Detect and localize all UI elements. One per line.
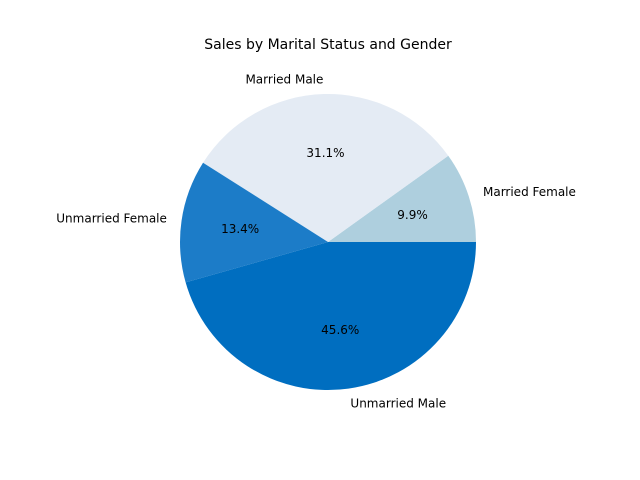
pie-slice-married-female [328, 155, 476, 242]
pie-slice-unmarried-female [180, 162, 328, 283]
pie-labels: 9.9% Married Female 31.1% Married Male 13.4%… [56, 72, 576, 410]
pie-percent-label: 45.6% [321, 323, 359, 337]
pie-category-label: Married Male [245, 72, 323, 86]
pie-percent-label: 31.1% [306, 146, 344, 160]
chart-title: Sales by Marital Status and Gender [204, 37, 452, 53]
pie-slice-married-male [203, 93, 449, 242]
pie-percent-label: 9.9% [397, 208, 428, 222]
pie-category-label: Married Female [483, 185, 576, 199]
pie-percent-label: 13.4% [221, 222, 259, 236]
pie-slices [180, 93, 476, 391]
pie-slice-unmarried-male [185, 242, 476, 391]
pie-category-label: Unmarried Male [350, 396, 446, 410]
pie-category-label: Unmarried Female [56, 212, 167, 226]
